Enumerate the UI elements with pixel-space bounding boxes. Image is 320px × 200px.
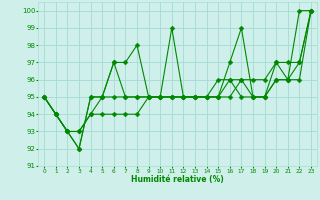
X-axis label: Humidité relative (%): Humidité relative (%) <box>131 175 224 184</box>
